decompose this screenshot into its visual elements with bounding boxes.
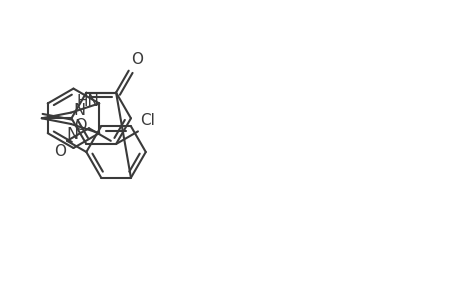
- Text: Cl: Cl: [140, 113, 155, 128]
- Text: O: O: [130, 52, 142, 67]
- Text: O: O: [74, 118, 86, 133]
- Text: O: O: [54, 144, 66, 159]
- Text: N: N: [66, 127, 78, 142]
- Text: N: N: [73, 103, 85, 118]
- Text: HN: HN: [76, 94, 99, 109]
